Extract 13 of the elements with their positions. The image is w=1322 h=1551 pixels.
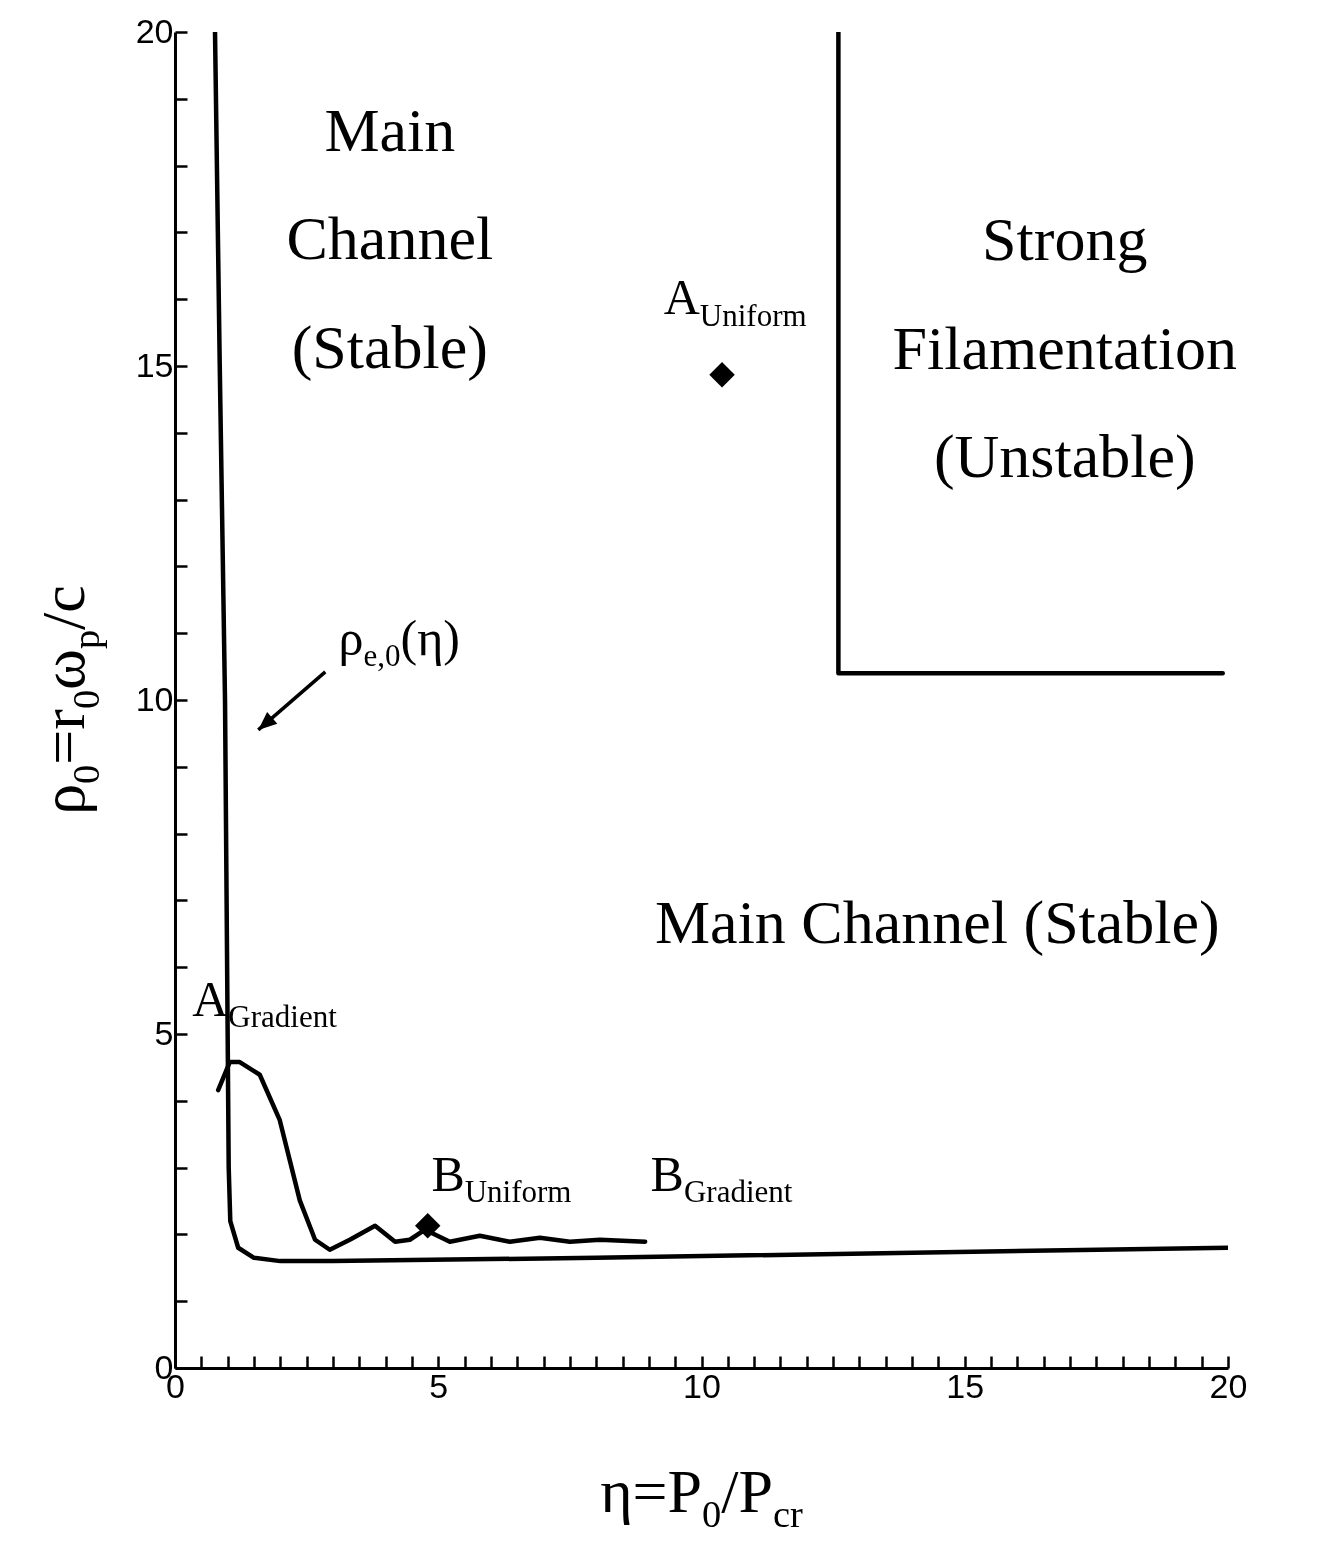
x-tick-label: 20 [1209,1366,1248,1405]
x-tick-label: 15 [946,1366,985,1405]
y-tick-label: 15 [135,345,174,384]
y-axis-title: ρ0=r0ωp/c [29,585,107,815]
annotation: Main Channel (Stable) [655,888,1220,958]
y-tick-label: 20 [135,11,174,50]
x-tick-label: 5 [429,1366,449,1405]
x-tick-label: 10 [683,1366,721,1405]
line-series [215,1059,648,1253]
annotation: Strong Filamentation (Unstable) [892,205,1237,492]
y-tick-label: 10 [135,679,174,718]
annotation: Main Channel (Stable) [286,95,494,382]
y-tick-label: 5 [154,1013,174,1052]
